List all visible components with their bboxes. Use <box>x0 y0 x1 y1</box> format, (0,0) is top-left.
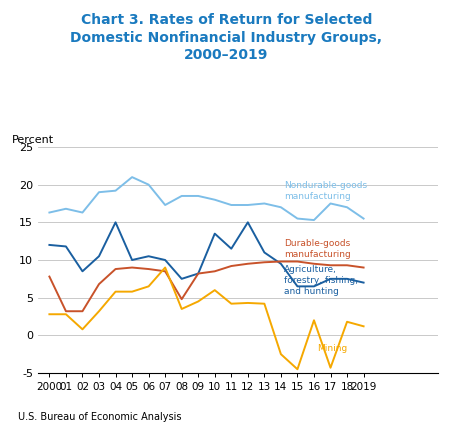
Text: Durable-goods
manufacturing: Durable-goods manufacturing <box>284 239 351 259</box>
Text: U.S. Bureau of Economic Analysis: U.S. Bureau of Economic Analysis <box>18 412 182 422</box>
Text: Percent: Percent <box>12 135 54 145</box>
Text: Nondurable-goods
manufacturing: Nondurable-goods manufacturing <box>284 181 367 201</box>
Text: Chart 3. Rates of Return for Selected
Domestic Nonfinancial Industry Groups,
200: Chart 3. Rates of Return for Selected Do… <box>71 13 382 62</box>
Text: Agriculture,
forestry, fishing,
and hunting: Agriculture, forestry, fishing, and hunt… <box>284 265 358 296</box>
Text: Mining: Mining <box>317 344 347 353</box>
